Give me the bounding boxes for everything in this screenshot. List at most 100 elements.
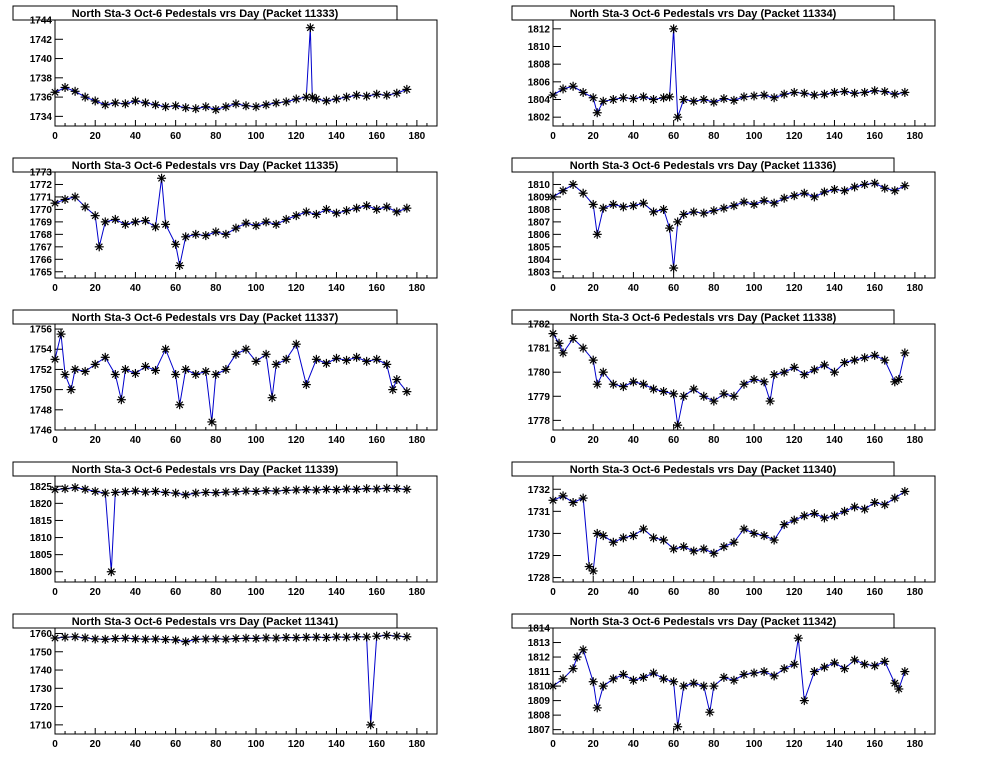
chart-title: North Sta-3 Oct-6 Pedestals vrs Day (Pac…	[72, 464, 339, 476]
x-tick-label: 40	[628, 283, 640, 294]
data-point	[311, 209, 321, 219]
data-point	[705, 707, 715, 717]
x-tick-label: 140	[826, 587, 843, 598]
x-tick-label: 80	[210, 131, 222, 142]
data-point	[779, 89, 789, 99]
data-point	[679, 681, 689, 691]
x-tick-label: 80	[708, 283, 720, 294]
data-point	[669, 544, 679, 554]
data-point	[673, 217, 683, 227]
y-tick-label: 1808	[528, 60, 551, 71]
data-point	[769, 535, 779, 545]
data-point	[110, 214, 120, 224]
data-point	[769, 370, 779, 380]
y-tick-label: 1781	[528, 344, 551, 355]
data-point	[291, 339, 301, 349]
x-tick-label: 160	[368, 131, 385, 142]
data-point	[829, 184, 839, 194]
title-box	[12, 461, 398, 477]
data-point	[719, 203, 729, 213]
data-point	[157, 173, 167, 183]
x-tick-label: 0	[52, 435, 58, 446]
title-box	[511, 157, 895, 173]
data-point	[100, 352, 110, 362]
data-point	[392, 207, 402, 217]
x-tick-label: 160	[368, 283, 385, 294]
data-point	[120, 219, 130, 229]
data-point	[301, 485, 311, 495]
data-point	[70, 632, 80, 642]
x-tick-label: 60	[668, 587, 680, 598]
data-point	[568, 81, 578, 91]
data-point	[894, 374, 904, 384]
y-tick-label: 1728	[528, 573, 551, 584]
data-point	[50, 485, 60, 495]
y-tick-label: 1732	[528, 485, 551, 496]
data-point	[880, 500, 890, 510]
x-tick-label: 140	[826, 739, 843, 750]
data-point	[719, 542, 729, 552]
x-tick-label: 40	[130, 435, 142, 446]
chart-panel: North Sta-3 Oct-6 Pedestals vrs Day (Pac…	[12, 461, 438, 598]
y-tick-label: 1736	[30, 93, 53, 104]
data-point	[151, 365, 161, 375]
y-tick-label: 1812	[528, 653, 551, 664]
y-tick-label: 1810	[528, 180, 551, 191]
x-axis: 0 20 40 60 80 100 120 140 160 180	[550, 272, 936, 294]
title-box	[12, 613, 398, 629]
data-point	[809, 667, 819, 677]
data-point	[578, 645, 588, 655]
y-tick-label: 1765	[30, 267, 53, 278]
data-point	[548, 495, 558, 505]
data-point	[50, 87, 60, 97]
data-point	[191, 634, 201, 644]
y-tick-label: 1815	[30, 516, 53, 527]
data-point	[628, 377, 638, 387]
data-point	[769, 671, 779, 681]
y-tick-label: 1805	[30, 550, 53, 561]
x-axis: 0 20 40 60 80 100 120 140 160 180	[550, 576, 936, 598]
series-line	[552, 333, 906, 426]
data-point	[548, 90, 558, 100]
data-point	[251, 356, 261, 366]
data-point	[568, 498, 578, 507]
data-point	[588, 93, 598, 103]
x-tick-label: 60	[668, 131, 680, 142]
data-point	[769, 93, 779, 103]
data-point	[749, 91, 759, 101]
data-point	[870, 86, 880, 96]
data-point	[342, 484, 352, 494]
data-point	[291, 211, 301, 221]
data-point	[321, 484, 331, 494]
x-tick-label: 120	[288, 131, 305, 142]
data-point	[719, 672, 729, 682]
data-point	[392, 631, 402, 641]
data-point	[241, 486, 251, 496]
data-point	[860, 179, 870, 189]
data-point	[890, 493, 900, 503]
data-point	[191, 369, 201, 379]
x-tick-label: 40	[130, 131, 142, 142]
data-point	[894, 684, 904, 694]
data-point	[140, 634, 150, 644]
x-tick-label: 100	[746, 739, 763, 750]
data-point	[342, 355, 352, 365]
data-point	[649, 668, 659, 678]
data-point	[618, 669, 628, 679]
y-axis: 1778 1779 1780 1781 1782	[528, 320, 561, 427]
data-point	[618, 382, 628, 392]
chart-panel: North Sta-3 Oct-6 Pedestals vrs Day (Pac…	[511, 5, 936, 142]
data-point	[342, 632, 352, 642]
data-point	[201, 366, 211, 376]
data-point	[60, 82, 70, 92]
data-point	[900, 87, 910, 97]
data-point	[673, 420, 683, 430]
title-box	[511, 5, 895, 21]
x-tick-label: 120	[786, 435, 803, 446]
data-point	[649, 207, 659, 217]
data-point	[638, 524, 648, 534]
x-tick-label: 100	[746, 283, 763, 294]
data-point	[588, 199, 598, 209]
data-point	[649, 533, 659, 543]
data-point	[382, 90, 392, 100]
